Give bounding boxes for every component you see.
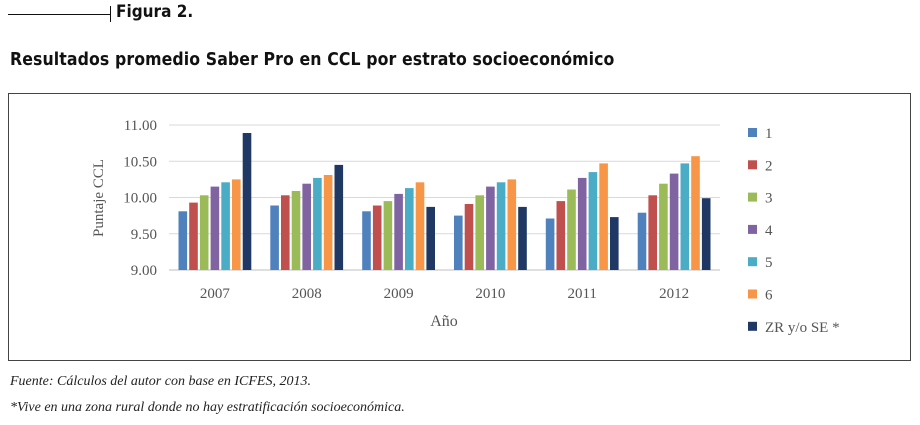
bar (545, 218, 555, 270)
legend-label: 6 (765, 288, 773, 304)
x-tick-label: 2008 (292, 286, 322, 302)
bar (701, 198, 711, 270)
bar (415, 182, 425, 270)
figure-rule-tick (110, 6, 111, 22)
bar (302, 183, 311, 270)
bar (372, 205, 382, 270)
bar (556, 201, 566, 270)
bar (599, 163, 608, 270)
y-tick-label: 9.00 (131, 263, 157, 279)
bar (221, 182, 230, 270)
y-axis-label: Puntaje CCL (91, 159, 107, 237)
bar (496, 182, 506, 270)
bar (210, 186, 220, 270)
bar (189, 202, 198, 270)
legend-swatch (748, 224, 757, 234)
legend-label: 5 (765, 255, 773, 271)
bar (199, 195, 209, 270)
bar (637, 212, 647, 270)
y-tick-label: 10.50 (123, 154, 157, 170)
legend-swatch (748, 192, 757, 202)
x-tick-label: 2012 (659, 286, 689, 302)
y-tick-label: 10.00 (123, 191, 157, 207)
x-tick-label: 2009 (384, 286, 414, 302)
bar (475, 195, 484, 270)
bar (334, 164, 344, 270)
bar (659, 183, 668, 270)
y-tick-label: 11.00 (124, 118, 157, 134)
figure-title: Resultados promedio Saber Pro en CCL por… (10, 50, 615, 70)
bar (405, 188, 414, 270)
x-axis-label: Año (430, 313, 458, 330)
legend-label: ZR y/o SE * (765, 320, 840, 336)
x-tick-label: 2007 (200, 286, 231, 302)
figure-label: Figura 2. (116, 2, 194, 22)
bar (323, 175, 333, 270)
x-tick-label: 2011 (567, 286, 596, 302)
bar (507, 179, 517, 270)
legend-label: 2 (765, 158, 773, 174)
bar (362, 211, 371, 270)
bar (567, 189, 576, 270)
source-note: Fuente: Cálculos del autor con base en I… (10, 374, 311, 389)
legend-swatch (748, 257, 757, 267)
bar (518, 206, 527, 270)
bar (313, 177, 322, 270)
bar (486, 186, 495, 270)
bar (648, 195, 657, 270)
legend-label: 1 (765, 126, 773, 142)
bar (691, 156, 700, 270)
bar (426, 206, 435, 270)
legend-label: 3 (765, 191, 773, 207)
bar (588, 172, 598, 270)
legend-swatch (748, 321, 757, 331)
bar (383, 201, 393, 270)
bar (577, 177, 587, 270)
legend-swatch (748, 160, 757, 170)
bar (178, 211, 188, 270)
figure-rule (8, 14, 110, 15)
bar (680, 163, 690, 270)
y-tick-label: 9.50 (131, 227, 157, 243)
bar (454, 215, 463, 270)
footnote: *Vive en una zona rural donde no hay est… (10, 400, 405, 415)
legend-swatch (748, 289, 757, 299)
bar (270, 205, 279, 270)
legend-label: 4 (765, 223, 773, 239)
bar (281, 195, 290, 270)
bar (464, 204, 474, 270)
legend-swatch (748, 128, 757, 137)
bar (669, 173, 679, 270)
bar (291, 191, 301, 270)
chart-frame (8, 93, 911, 361)
bar (232, 179, 241, 270)
bar (610, 217, 619, 270)
bar (394, 193, 403, 270)
bar (242, 133, 252, 270)
x-tick-label: 2010 (475, 286, 505, 302)
